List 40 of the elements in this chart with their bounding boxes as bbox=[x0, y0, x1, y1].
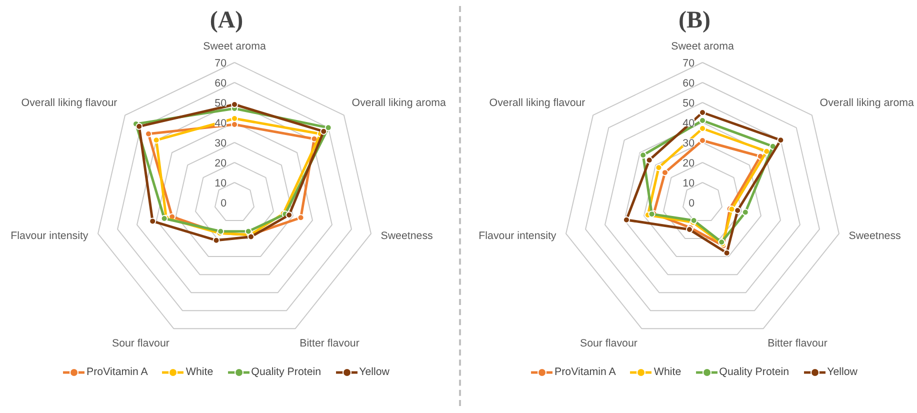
y-tick-label: 50 bbox=[214, 98, 227, 110]
spoke-label: Overall liking aroma bbox=[820, 96, 914, 109]
legend-label: Quality Protein bbox=[719, 366, 790, 378]
y-tick-label: 40 bbox=[214, 118, 227, 130]
y-tick-label: 30 bbox=[214, 138, 227, 150]
y-tick-label: 70 bbox=[682, 58, 695, 70]
spoke-label: Sour flavour bbox=[580, 338, 638, 350]
y-tick-label: 0 bbox=[688, 198, 695, 210]
y-tick-label: 10 bbox=[682, 178, 695, 190]
spoke-label: Sweetness bbox=[848, 230, 901, 242]
legend-label: Yellow bbox=[827, 366, 858, 378]
spoke-label: Sweetness bbox=[380, 230, 433, 242]
y-tick-label: 30 bbox=[682, 138, 695, 150]
spoke-label: Overall liking flavour bbox=[21, 96, 118, 109]
chart-title: (A) bbox=[210, 8, 244, 34]
y-tick-label: 60 bbox=[682, 78, 695, 90]
y-tick-label: 40 bbox=[682, 118, 695, 130]
spoke-label: Sweet aroma bbox=[203, 40, 266, 52]
legend-label: ProVitamin A bbox=[86, 366, 148, 378]
spoke-label: Flavour intensity bbox=[478, 230, 557, 242]
spoke-label: Flavour intensity bbox=[10, 230, 89, 242]
spoke-label: Bitter flavour bbox=[300, 338, 360, 350]
spoke-label: Bitter flavour bbox=[768, 338, 828, 350]
legend-label: White bbox=[186, 366, 214, 378]
y-tick-label: 10 bbox=[214, 178, 227, 190]
y-tick-label: 70 bbox=[214, 58, 227, 70]
legend-label: Yellow bbox=[359, 366, 390, 378]
y-tick-label: 20 bbox=[214, 158, 227, 170]
y-tick-label: 60 bbox=[214, 78, 227, 90]
spoke-label: Overall liking aroma bbox=[352, 96, 446, 109]
spoke-label: Sweet aroma bbox=[671, 40, 734, 52]
y-tick-label: 0 bbox=[220, 198, 227, 210]
legend-label: Quality Protein bbox=[251, 366, 322, 378]
legend-label: White bbox=[654, 366, 682, 378]
chart-title: (B) bbox=[678, 8, 711, 34]
y-tick-label: 50 bbox=[682, 98, 695, 110]
spoke-label: Sour flavour bbox=[112, 338, 170, 350]
spoke-label: Overall liking flavour bbox=[489, 96, 586, 109]
y-tick-label: 20 bbox=[682, 158, 695, 170]
legend-label: ProVitamin A bbox=[554, 366, 616, 378]
